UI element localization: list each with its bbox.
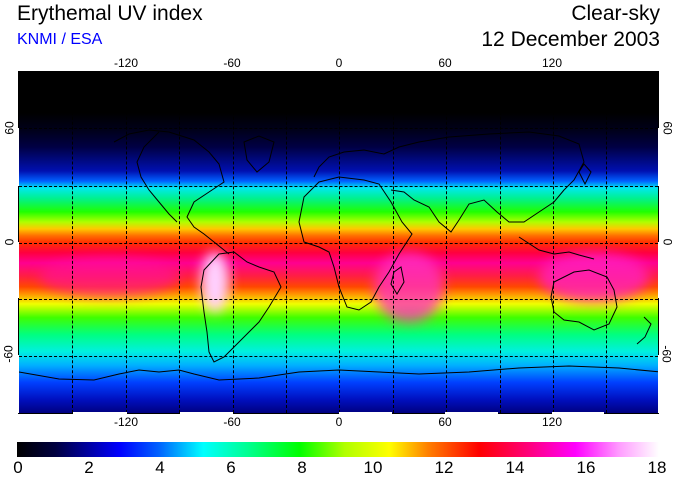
uv-map [18, 71, 659, 414]
colorbar-tick: 0 [13, 458, 23, 477]
colorbar [17, 442, 659, 457]
hotspot-pacific [39, 257, 179, 297]
lon-label-top: 0 [335, 56, 343, 70]
title: Erythemal UV index [17, 2, 203, 25]
gridline-lon [446, 72, 447, 413]
frame-bar [445, 412, 498, 414]
frame-bar [17, 355, 19, 413]
lat-label-left: 0 [2, 238, 17, 246]
frame-bar [339, 412, 392, 414]
credit: KNMI / ESA [17, 31, 103, 48]
lat-label-right: -60 [659, 345, 674, 363]
gridline-lat [19, 243, 658, 244]
colorbar-tick: 6 [226, 458, 236, 477]
lon-label-top: -120 [113, 56, 139, 70]
gridline-lon [179, 72, 180, 413]
colorbar-tick: 4 [155, 458, 165, 477]
colorbar-tick: 12 [434, 458, 454, 477]
gridline-lat [19, 186, 658, 187]
gridline-lat [19, 128, 658, 129]
frame-bar [658, 128, 660, 186]
gridline-lon [286, 72, 287, 413]
mode-label: Clear-sky [571, 2, 660, 25]
gridline-lon [553, 72, 554, 413]
coastlines [19, 129, 658, 381]
gridline-lon [393, 72, 394, 413]
lon-label-top: 120 [541, 56, 563, 70]
frame-bar [658, 242, 660, 298]
gridline-lat [19, 356, 658, 357]
lon-label-bottom: -60 [223, 415, 241, 429]
lon-label-bottom: 120 [541, 415, 563, 429]
colorbar-tick: 14 [505, 458, 525, 477]
frame-bar [552, 412, 604, 414]
lon-label-top: 60 [438, 56, 452, 70]
hotspot-australia [539, 252, 649, 302]
gridline-lon [72, 72, 73, 413]
lon-label-bottom: -120 [113, 415, 139, 429]
frame-bar [17, 128, 19, 186]
hotspot-africa [374, 252, 444, 322]
hotspot-andes [201, 252, 229, 312]
lon-label-top: -60 [223, 56, 241, 70]
colorbar-tick: 16 [576, 458, 596, 477]
colorbar-tick: 18 [647, 458, 667, 477]
frame-bar [180, 412, 233, 414]
date-label: 12 December 2003 [481, 28, 660, 51]
gridline-lon [339, 72, 340, 413]
gridline-lat [19, 299, 658, 300]
gridline-lon [126, 72, 127, 413]
lat-label-left: 60 [2, 121, 17, 135]
colorbar-tick: 10 [363, 458, 383, 477]
colorbar-tick: 2 [84, 458, 94, 477]
frame-bar [73, 412, 127, 414]
frame-bar [658, 355, 660, 413]
frame-bar [17, 242, 19, 298]
lat-label-right: 60 [660, 121, 675, 135]
gridline-lon [500, 72, 501, 413]
gridline-lon [606, 72, 607, 413]
lat-label-right: 0 [660, 238, 675, 246]
lon-label-bottom: 60 [438, 415, 452, 429]
lat-label-left: -60 [1, 345, 16, 363]
gridline-lon [233, 72, 234, 413]
colorbar-tick: 8 [297, 458, 307, 477]
lon-label-bottom: 0 [335, 415, 343, 429]
